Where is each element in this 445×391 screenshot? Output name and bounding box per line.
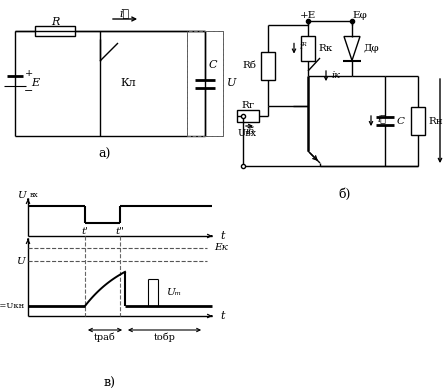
Text: R: R bbox=[51, 17, 59, 27]
Bar bbox=[411, 107, 425, 135]
Text: Eк: Eк bbox=[214, 244, 228, 253]
Text: t': t' bbox=[81, 226, 89, 235]
Text: Rб: Rб bbox=[242, 61, 256, 70]
Text: б): б) bbox=[339, 188, 351, 201]
Text: iⲟ: iⲟ bbox=[377, 115, 386, 124]
Text: C: C bbox=[397, 117, 405, 126]
Text: U: U bbox=[17, 192, 26, 201]
Text: U: U bbox=[227, 79, 236, 88]
Text: t: t bbox=[220, 311, 224, 321]
Text: +E: +E bbox=[300, 11, 316, 20]
Text: Rг: Rг bbox=[241, 102, 255, 111]
Text: Кл: Кл bbox=[120, 79, 136, 88]
Text: в): в) bbox=[104, 377, 116, 389]
Text: Дφ: Дφ bbox=[364, 44, 380, 53]
Text: U: U bbox=[16, 256, 25, 265]
Bar bbox=[301, 36, 315, 61]
Text: вх: вх bbox=[30, 191, 39, 199]
Text: t: t bbox=[220, 231, 224, 241]
Bar bbox=[261, 52, 275, 79]
Bar bbox=[35, 26, 75, 36]
Text: E: E bbox=[31, 79, 39, 88]
Bar bbox=[237, 110, 259, 122]
Text: Rк: Rк bbox=[318, 44, 332, 53]
Text: iᴿ: iᴿ bbox=[300, 42, 308, 51]
Text: а): а) bbox=[99, 147, 111, 160]
Text: t": t" bbox=[116, 226, 125, 235]
Text: tобр: tобр bbox=[154, 332, 175, 342]
Text: Uₘ: Uₘ bbox=[166, 288, 181, 297]
Text: iⲟ: iⲟ bbox=[120, 8, 130, 18]
Text: +: + bbox=[25, 69, 33, 78]
Text: iк: iк bbox=[332, 72, 341, 81]
Text: iб: iб bbox=[246, 127, 255, 136]
Text: tраб: tраб bbox=[94, 332, 116, 342]
Text: Rн: Rн bbox=[428, 117, 443, 126]
Text: U₀=Uкн: U₀=Uкн bbox=[0, 302, 25, 310]
Text: −: − bbox=[24, 86, 34, 97]
Text: Uвх: Uвх bbox=[238, 129, 257, 138]
Text: Eφ: Eφ bbox=[352, 11, 368, 20]
Text: C: C bbox=[209, 61, 218, 70]
Bar bbox=[187, 31, 223, 136]
